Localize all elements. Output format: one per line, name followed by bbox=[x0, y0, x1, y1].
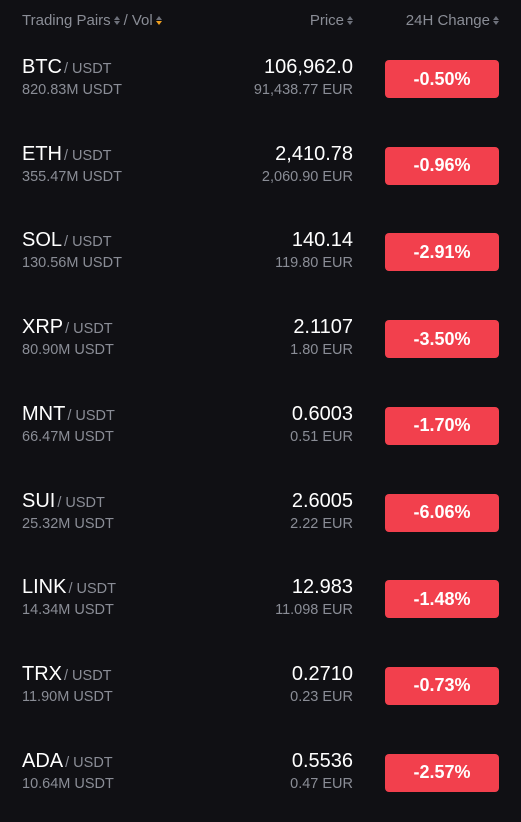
trading-pair: MNT / USDT bbox=[22, 403, 115, 426]
quote-symbol: / USDT bbox=[64, 667, 112, 684]
market-row[interactable]: LINK / USDT 14.34M USDT 12.983 11.098 EU… bbox=[0, 562, 521, 649]
trading-pair: BTC / USDT bbox=[22, 56, 112, 79]
sort-arrows-icon bbox=[493, 15, 499, 27]
volume-value: 25.32M USDT bbox=[22, 515, 114, 532]
base-symbol: MNT bbox=[22, 402, 66, 425]
change-badge[interactable]: -1.70% bbox=[385, 406, 499, 445]
fiat-price: 2,060.90 EUR bbox=[261, 168, 353, 185]
fiat-price: 0.51 EUR bbox=[290, 428, 353, 445]
sort-arrows-active-icon bbox=[155, 15, 162, 27]
last-price: 0.5536 bbox=[291, 749, 353, 772]
fiat-price: 11.098 EUR bbox=[275, 602, 353, 619]
pairs-vol-header: Trading Pairs / Vol bbox=[22, 12, 162, 29]
quote-symbol: / USDT bbox=[57, 494, 105, 511]
volume-value: 820.83M USDT bbox=[22, 82, 122, 98]
change-badge[interactable]: -2.57% bbox=[385, 753, 499, 792]
market-row[interactable]: XRP / USDT 80.90M USDT 2.1107 1.80 EUR -… bbox=[0, 302, 521, 389]
base-symbol: XRP bbox=[22, 316, 64, 339]
sort-by-change-button[interactable]: 24H Change bbox=[406, 12, 499, 29]
trading-pair: ETH / USDT bbox=[22, 143, 112, 166]
last-price: 2,410.78 bbox=[275, 142, 353, 165]
trading-pair: SOL / USDT bbox=[22, 229, 112, 252]
last-price: 106,962.0 bbox=[264, 56, 353, 78]
market-row[interactable]: MNT / USDT 66.47M USDT 0.6003 0.51 EUR -… bbox=[0, 389, 521, 476]
market-row[interactable]: SUI / USDT 25.32M USDT 2.6005 2.22 EUR -… bbox=[0, 476, 521, 563]
base-symbol: LINK bbox=[22, 576, 67, 599]
trading-pair: XRP / USDT bbox=[22, 316, 113, 339]
quote-symbol: / USDT bbox=[64, 147, 112, 164]
trading-pair: ADA / USDT bbox=[22, 750, 113, 773]
vol-header-label: Vol bbox=[131, 12, 153, 29]
base-symbol: ETH bbox=[22, 142, 62, 165]
trading-pair: SUI / USDT bbox=[22, 490, 105, 513]
change-header-label: 24H Change bbox=[405, 12, 490, 29]
market-row[interactable]: SOL / USDT 130.56M USDT 140.14 119.80 EU… bbox=[0, 215, 521, 302]
last-price: 0.2710 bbox=[291, 662, 353, 685]
volume-value: 80.90M USDT bbox=[22, 342, 114, 359]
last-price: 0.6003 bbox=[291, 402, 353, 425]
sort-by-vol-button[interactable]: Vol bbox=[132, 12, 162, 29]
base-symbol: SOL bbox=[22, 229, 63, 252]
change-badge[interactable]: -0.50% bbox=[385, 60, 499, 98]
volume-value: 14.34M USDT bbox=[22, 602, 114, 619]
quote-symbol: / USDT bbox=[67, 407, 115, 424]
change-badge[interactable]: -6.06% bbox=[385, 493, 499, 532]
market-row[interactable]: ADA / USDT 10.64M USDT 0.5536 0.47 EUR -… bbox=[0, 736, 521, 822]
fiat-price: 0.47 EUR bbox=[290, 775, 353, 792]
trading-pair: TRX / USDT bbox=[22, 663, 112, 686]
change-badge[interactable]: -3.50% bbox=[385, 320, 499, 359]
list-header: Trading Pairs / Vol Price 24H Change bbox=[0, 0, 521, 42]
fiat-price: 0.23 EUR bbox=[290, 688, 353, 705]
last-price: 12.983 bbox=[291, 576, 353, 599]
last-price: 2.1107 bbox=[293, 316, 353, 339]
market-row[interactable]: TRX / USDT 11.90M USDT 0.2710 0.23 EUR -… bbox=[0, 649, 521, 736]
quote-symbol: / USDT bbox=[64, 234, 112, 251]
volume-value: 66.47M USDT bbox=[22, 428, 114, 445]
fiat-price: 119.80 EUR bbox=[275, 255, 353, 272]
quote-symbol: / USDT bbox=[65, 321, 113, 338]
change-badge[interactable]: -1.48% bbox=[385, 580, 499, 619]
change-badge[interactable]: -0.96% bbox=[385, 146, 499, 185]
trading-pair: LINK / USDT bbox=[22, 576, 116, 599]
market-row[interactable]: BTC / USDT 820.83M USDT 106,962.0 91,438… bbox=[0, 42, 521, 129]
base-symbol: BTC bbox=[22, 56, 62, 78]
header-separator: / bbox=[123, 12, 128, 29]
sort-arrows-icon bbox=[113, 15, 120, 27]
fiat-price: 1.80 EUR bbox=[290, 342, 353, 359]
sort-arrows-icon bbox=[347, 15, 353, 27]
volume-value: 355.47M USDT bbox=[22, 168, 122, 185]
volume-value: 130.56M USDT bbox=[22, 255, 122, 272]
base-symbol: ADA bbox=[22, 749, 64, 772]
sort-by-pair-button[interactable]: Trading Pairs bbox=[22, 12, 120, 29]
price-header-label: Price bbox=[309, 12, 344, 29]
volume-value: 11.90M USDT bbox=[22, 688, 113, 705]
fiat-price: 91,438.77 EUR bbox=[253, 82, 353, 98]
fiat-price: 2.22 EUR bbox=[290, 515, 353, 532]
pairs-header-label: Trading Pairs bbox=[22, 12, 111, 29]
market-row[interactable]: ETH / USDT 355.47M USDT 2,410.78 2,060.9… bbox=[0, 129, 521, 216]
quote-symbol: / USDT bbox=[64, 61, 112, 77]
volume-value: 10.64M USDT bbox=[22, 775, 114, 792]
base-symbol: TRX bbox=[22, 662, 62, 685]
last-price: 140.14 bbox=[291, 229, 353, 252]
quote-symbol: / USDT bbox=[68, 581, 116, 598]
base-symbol: SUI bbox=[22, 489, 56, 512]
change-badge[interactable]: -0.73% bbox=[385, 666, 499, 705]
change-badge[interactable]: -2.91% bbox=[385, 233, 499, 272]
last-price: 2.6005 bbox=[291, 489, 353, 512]
quote-symbol: / USDT bbox=[65, 754, 113, 771]
sort-by-price-button[interactable]: Price bbox=[310, 12, 353, 29]
